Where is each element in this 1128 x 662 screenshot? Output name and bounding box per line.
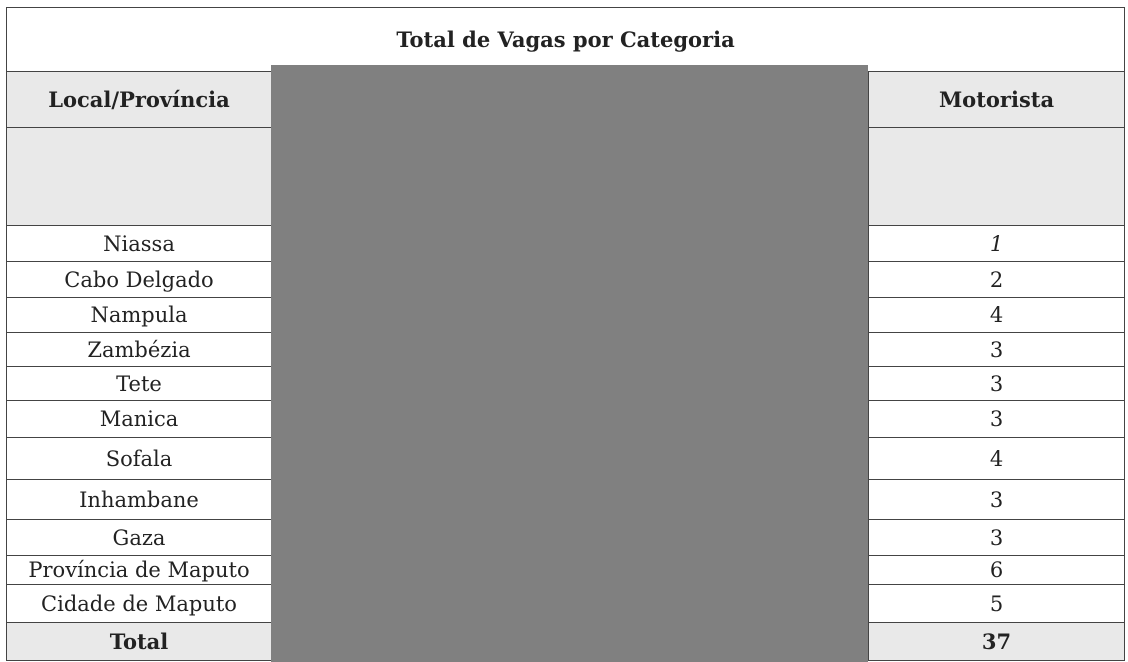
cell-motorista: 4: [867, 437, 1126, 480]
cell-local: Niassa: [6, 225, 272, 262]
cell-motorista: 3: [867, 332, 1126, 367]
cell-local: Nampula: [6, 297, 272, 333]
cell-motorista: 1: [867, 225, 1126, 262]
cell-motorista: 5: [867, 584, 1126, 623]
cell-local: Sofala: [6, 437, 272, 480]
header-motorista: Motorista: [867, 71, 1126, 128]
cell-motorista: 3: [867, 400, 1126, 438]
cell-motorista: 3: [867, 366, 1126, 401]
cell-motorista: 6: [867, 555, 1126, 585]
cell-motorista: 3: [867, 519, 1126, 556]
header-local: Local/Província: [6, 71, 272, 128]
total-label: Total: [6, 622, 272, 661]
blank-cell: [6, 127, 272, 226]
total-motorista: 37: [867, 622, 1126, 661]
cell-local: Manica: [6, 400, 272, 438]
cell-motorista: 4: [867, 297, 1126, 333]
cell-local: Inhambane: [6, 479, 272, 520]
cell-local: Tete: [6, 366, 272, 401]
cell-local: Província de Maputo: [6, 555, 272, 585]
cell-local: Zambézia: [6, 332, 272, 367]
cell-local: Cidade de Maputo: [6, 584, 272, 623]
redaction-box: [271, 65, 868, 662]
cell-local: Cabo Delgado: [6, 261, 272, 298]
cell-local: Gaza: [6, 519, 272, 556]
cell-motorista: 2: [867, 261, 1126, 298]
blank-cell: [867, 127, 1126, 226]
table-title: Total de Vagas por Categoria: [5, 7, 1126, 72]
cell-motorista: 3: [867, 479, 1126, 520]
